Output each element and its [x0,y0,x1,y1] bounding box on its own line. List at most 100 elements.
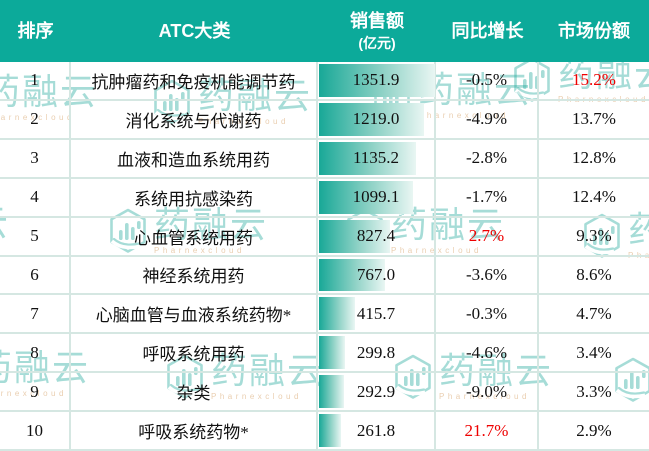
growth-cell: 21.7% [436,412,539,451]
watermark-subbrand: Pharnexcloud [211,391,302,401]
rank-cell: 1 [0,62,71,101]
sales-value: 299.8 [356,342,396,362]
growth-cell: -9.0% [436,373,539,413]
growth-cell: -4.9% [436,100,539,140]
pharnexcloud-logo-icon [395,354,431,399]
sales-value: 1219.0 [352,109,400,129]
watermark: 药融云 Pharnexcloud [0,203,10,253]
pharnexcloud-logo-icon [154,79,190,124]
watermark-brand: 药融云 [0,203,10,243]
watermark-brand: 药融云 [211,350,326,391]
table-row: 2 消化系统与代谢药 1219.0 -4.9% 13.7% [0,100,649,140]
share-cell: 15.2% [539,62,649,101]
table-row: 9 杂类 292.9 -9.0% 3.3% [0,373,649,413]
sales-cell: 827.4 [318,217,436,257]
category-cell: 神经系统用药 [71,256,318,296]
category-cell: 血液和造血系统用药 [71,139,318,179]
share-cell: 3.3% [539,373,649,413]
sales-bar [319,297,355,331]
watermark-text: 药融云 Pharnexcloud [211,351,325,401]
watermark-brand: 药融云 [198,75,313,116]
share-cell: 8.6% [539,257,649,296]
rank-cell: 3 [0,139,71,179]
watermark-brand: 药融云 [628,209,649,250]
watermark-brand: 药融云 [0,347,91,388]
watermark: 药融云 Pharnexcloud [0,72,98,122]
watermark-brand: 药融云 [418,69,533,110]
watermark-text: 药融云 Pharnexcloud [0,348,90,398]
table-header-row: 排序 ATC大类 销售额 (亿元) 同比增长 市场份额 [0,0,649,62]
sales-cell: 1099.1 [318,178,436,218]
table-row: 8 呼吸系统用药 299.8 -4.6% 3.4% [0,334,649,374]
sales-bar [319,102,424,136]
sales-bar [319,375,345,409]
sales-value: 827.4 [356,226,396,246]
category-cell: 系统用抗感染药 [71,178,318,218]
category-cell: 抗肿瘤药和免疫机能调节药 [71,62,318,101]
sales-bar [319,219,390,253]
table-row: 10 呼吸系统药物* 261.8 21.7% 2.9% [0,412,649,451]
watermark: 药融云 Pharnexcloud [165,351,325,401]
category-cell: 呼吸系统药物* [71,412,318,451]
table-row: 5 心血管系统用药 827.4 2.7% 9.3% [0,217,649,257]
sales-cell: 1135.2 [318,139,436,179]
rank-cell: 9 [0,373,71,413]
sales-bar [319,64,435,97]
header-share: 市场份额 [539,0,649,62]
growth-cell: -4.6% [436,334,539,374]
share-cell: 12.4% [539,179,649,218]
pharnexcloud-logo-icon [615,357,649,402]
header-growth: 同比增长 [436,0,539,62]
sales-bar [319,336,345,370]
sales-bar [319,180,414,214]
watermark: 药融云 Pharnexcloud [152,76,312,126]
pharnexcloud-logo-icon [110,208,146,253]
watermark-text: 药融云 Pharnexcloud [439,351,553,401]
table-row: 7 心脑血管与血液系统药物* 415.7 -0.3% 4.7% [0,295,649,335]
share-cell: 4.7% [539,295,649,335]
share-cell: 9.3% [539,218,649,257]
watermark: 药融云 Pharnexcloud [0,348,90,398]
watermark-subbrand: Pharnexcloud [418,110,509,120]
watermark-text: 药融云 Pharnexcloud [154,205,268,255]
watermark: 药融云 Pharnexcloud [582,210,649,260]
table-row: 1 抗肿瘤药和免疫机能调节药 1351.9 -0.5% 15.2% [0,62,649,101]
header-category-label: ATC大类 [158,20,231,41]
sales-value: 1351.9 [352,70,400,90]
sales-bar [319,414,342,448]
sales-bar [319,141,417,175]
watermark-subbrand: Pharnexcloud [439,391,530,401]
sales-cell: 261.8 [318,412,436,451]
header-rank: 排序 [0,0,71,62]
header-sales-unit: (亿元) [358,34,396,51]
watermark-brand: 药融云 [439,350,554,391]
growth-cell: -0.3% [436,295,539,335]
growth-cell: -3.6% [436,256,539,296]
table-row: 4 系统用抗感染药 1099.1 -1.7% 12.4% [0,178,649,218]
share-cell: 12.8% [539,140,649,179]
watermark-subbrand: Pharnexcloud [0,388,67,398]
sales-cell: 1351.9 [318,62,436,101]
watermark-text: 药融云 Pharnexcloud [0,72,98,122]
rank-cell: 2 [0,100,71,140]
watermark: 药融云 Pharnexcloud [393,351,553,401]
header-sales-label: 销售额 [350,11,404,31]
share-cell: 3.4% [539,334,649,374]
watermark-subbrand: Pharnexcloud [198,116,289,126]
sales-cell: 292.9 [318,373,436,413]
watermark-subbrand: Pharnexcloud [0,112,75,122]
sales-cell: 415.7 [318,295,436,335]
sales-cell: 767.0 [318,256,436,296]
rank-cell: 5 [0,217,71,257]
category-cell: 心脑血管与血液系统药物* [71,295,318,335]
watermark: 药融云 Pharnexcloud [108,205,268,255]
rank-cell: 4 [0,178,71,218]
sales-cell: 299.8 [318,334,436,374]
rank-cell: 7 [0,295,71,335]
watermark-text: 药融云 Pharnexcloud [418,70,532,120]
sales-cell: 1219.0 [318,100,436,140]
growth-cell: -2.8% [436,139,539,179]
